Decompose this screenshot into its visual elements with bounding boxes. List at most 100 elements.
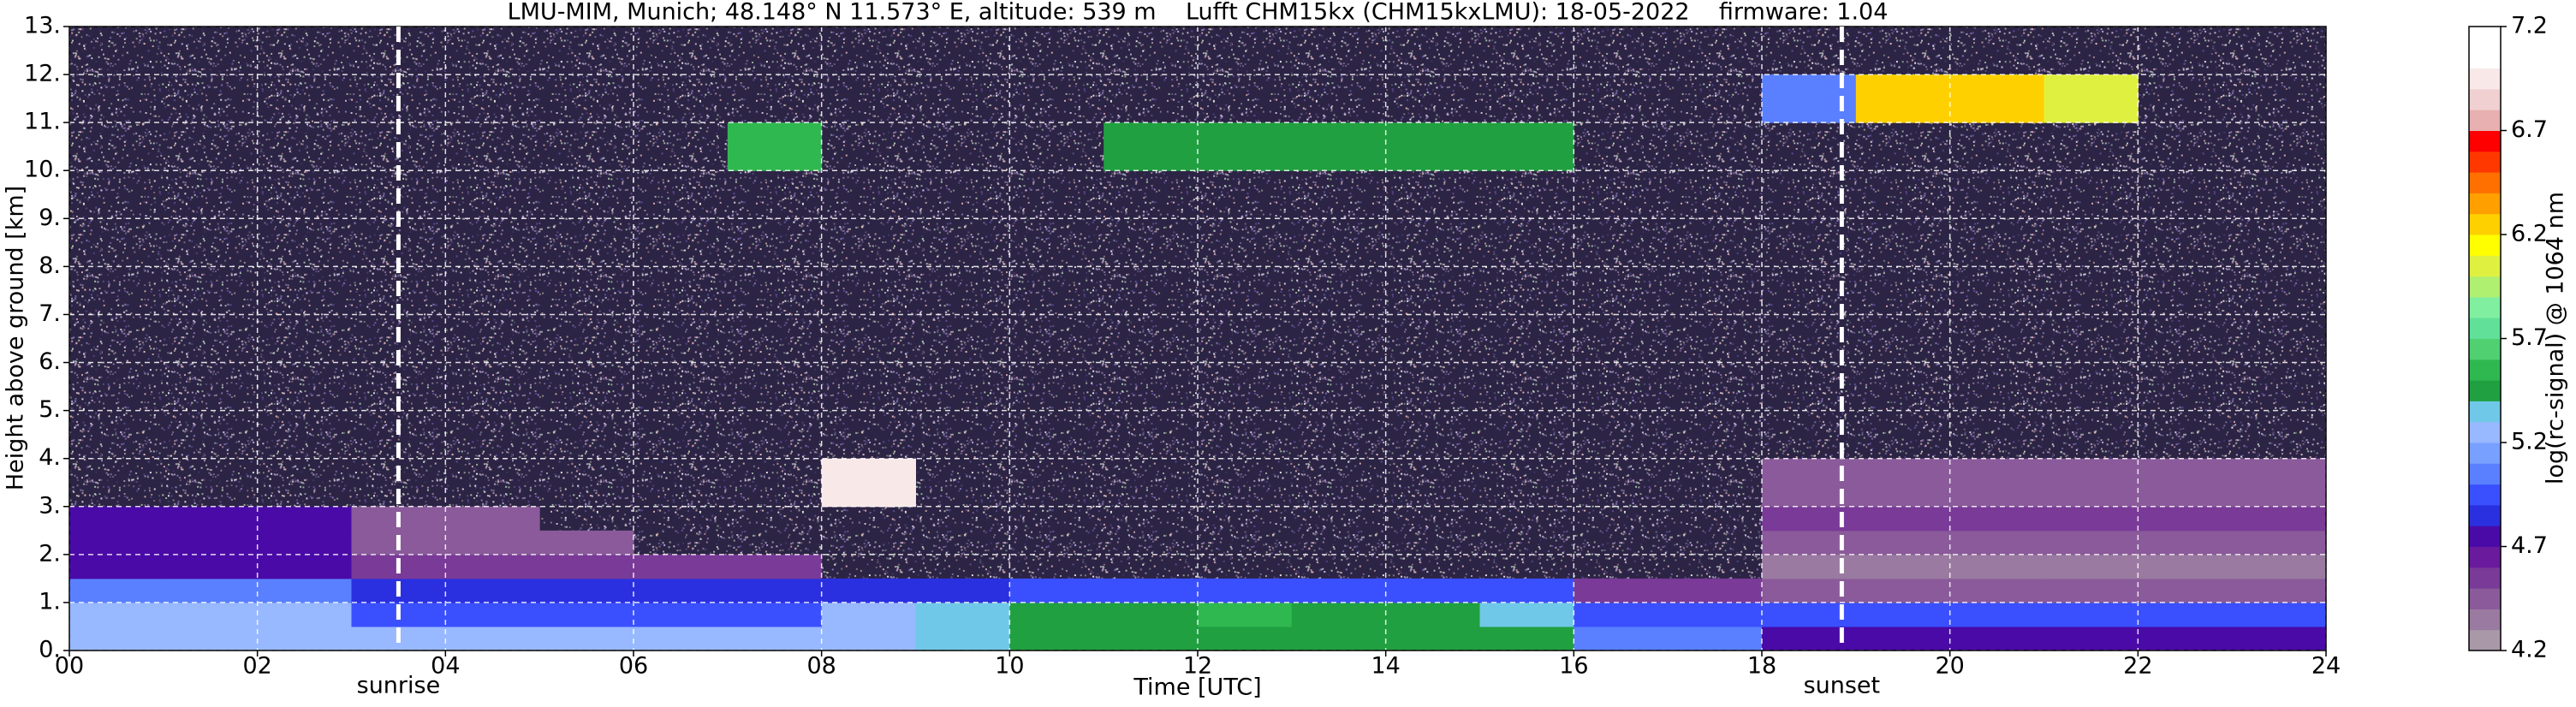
colorbar-swatch bbox=[2469, 213, 2501, 235]
x-tick-label: 10 bbox=[995, 653, 1024, 680]
x-tick-label: 20 bbox=[1935, 653, 1964, 680]
heatmap-cell bbox=[1291, 122, 1387, 171]
heatmap-cell bbox=[163, 602, 259, 627]
heatmap-cell bbox=[1009, 626, 1104, 651]
heatmap-cell bbox=[2232, 530, 2326, 556]
heatmap-cell bbox=[915, 626, 1010, 651]
heatmap-cell bbox=[821, 578, 916, 603]
heatmap-cell bbox=[1385, 578, 1480, 603]
heatmap-cell bbox=[2044, 578, 2139, 603]
colorbar-swatch bbox=[2469, 88, 2501, 110]
heatmap-cell bbox=[1198, 602, 1293, 627]
heatmap-cell bbox=[1198, 122, 1293, 171]
heatmap-cell bbox=[1479, 626, 1574, 651]
y-tick-label: 12. bbox=[24, 61, 61, 87]
heatmap-cell bbox=[821, 626, 916, 651]
heatmap-cell bbox=[445, 602, 540, 627]
heatmap-cell bbox=[1855, 626, 1951, 651]
heatmap-cell bbox=[163, 578, 259, 603]
heatmap-cell bbox=[1385, 602, 1480, 627]
heatmap-cell bbox=[1479, 578, 1574, 603]
heatmap-cell bbox=[69, 530, 164, 556]
heatmap-cell bbox=[1855, 578, 1951, 603]
annotation-label: sunrise bbox=[357, 673, 441, 699]
heatmap-cell bbox=[1949, 602, 2044, 627]
colorbar-swatch bbox=[2469, 526, 2501, 547]
heatmap-cell bbox=[2138, 602, 2233, 627]
y-tick-label: 4. bbox=[39, 444, 61, 471]
heatmap-cell bbox=[1574, 578, 1669, 603]
colorbar-tick-label: 6.2 bbox=[2511, 221, 2548, 247]
colorbar-tick-label: 5.2 bbox=[2511, 429, 2548, 455]
heatmap-cell bbox=[1949, 74, 2044, 123]
colorbar-tick-label: 5.7 bbox=[2511, 324, 2548, 351]
colorbar-swatch bbox=[2469, 68, 2501, 90]
x-tick-label: 16 bbox=[1559, 653, 1588, 680]
heatmap-cell bbox=[163, 530, 259, 556]
heatmap-cell bbox=[539, 626, 634, 651]
heatmap-cell bbox=[727, 626, 823, 651]
y-tick-label: 7. bbox=[39, 300, 61, 327]
heatmap-cell bbox=[2138, 506, 2233, 532]
heatmap-cell bbox=[257, 578, 352, 603]
heatmap-cell bbox=[257, 506, 352, 532]
heatmap-cell bbox=[163, 626, 259, 651]
heatmap-cell bbox=[2232, 602, 2326, 627]
heatmap-cell bbox=[257, 554, 352, 579]
colorbar-tick-label: 6.7 bbox=[2511, 116, 2548, 143]
heatmap-cell bbox=[1104, 626, 1199, 651]
heatmap-cell bbox=[445, 578, 540, 603]
heatmap-cell bbox=[1855, 74, 1951, 123]
heatmap-cell bbox=[1855, 554, 1951, 579]
colorbar-swatch bbox=[2469, 338, 2501, 360]
heatmap-cell bbox=[2044, 74, 2139, 123]
heatmap bbox=[69, 74, 2326, 651]
y-tick-label: 5. bbox=[39, 396, 61, 423]
x-tick-label: 00 bbox=[55, 653, 84, 680]
heatmap-cell bbox=[2138, 458, 2233, 508]
heatmap-cell bbox=[2138, 530, 2233, 556]
heatmap-cell bbox=[1291, 626, 1387, 651]
heatmap-cell bbox=[2044, 602, 2139, 627]
heatmap-cell bbox=[1949, 530, 2044, 556]
colorbar-swatch bbox=[2469, 401, 2501, 423]
heatmap-cell bbox=[2138, 626, 2233, 651]
colorbar-swatch bbox=[2469, 47, 2501, 69]
colorbar-label: log(rc-signal) @ 1064 nm bbox=[2543, 192, 2569, 484]
colorbar-swatch bbox=[2469, 359, 2501, 381]
colorbar-swatch bbox=[2469, 255, 2501, 277]
colorbar-swatch bbox=[2469, 380, 2501, 401]
chart-title: LMU-MIM, Munich; 48.148° N 11.573° E, al… bbox=[508, 0, 1889, 26]
colorbar-swatch bbox=[2469, 276, 2501, 298]
heatmap-cell bbox=[2232, 626, 2326, 651]
heatmap-cell bbox=[1855, 530, 1951, 556]
heatmap-cell bbox=[69, 602, 164, 627]
heatmap-cell bbox=[1104, 602, 1199, 627]
heatmap-cell bbox=[727, 578, 823, 603]
heatmap-cell bbox=[1104, 578, 1199, 603]
y-tick-label: 13. bbox=[24, 13, 61, 39]
y-tick-label: 0. bbox=[39, 637, 61, 663]
colorbar-swatch bbox=[2469, 609, 2501, 631]
heatmap-cell bbox=[1104, 122, 1199, 171]
heatmap-cell bbox=[2232, 578, 2326, 603]
x-axis-label: Time [UTC] bbox=[1133, 674, 1261, 701]
x-tick-label: 22 bbox=[2123, 653, 2152, 680]
heatmap-cell bbox=[1479, 602, 1574, 627]
heatmap-cell bbox=[69, 554, 164, 579]
heatmap-cell bbox=[1855, 458, 1951, 508]
y-tick-label: 2. bbox=[39, 540, 61, 567]
colorbar-swatch bbox=[2469, 193, 2501, 215]
heatmap-cell bbox=[1949, 578, 2044, 603]
heatmap-cell bbox=[2232, 458, 2326, 508]
heatmap-cell bbox=[1668, 602, 1763, 627]
colorbar-tick-label: 4.7 bbox=[2511, 532, 2548, 559]
heatmap-cell bbox=[257, 626, 352, 651]
plot-frame bbox=[68, 26, 2327, 651]
x-tick-label: 06 bbox=[619, 653, 648, 680]
heatmap-cell bbox=[69, 506, 164, 532]
heatmap-cell bbox=[1479, 122, 1574, 171]
heatmap-cell bbox=[1009, 602, 1104, 627]
